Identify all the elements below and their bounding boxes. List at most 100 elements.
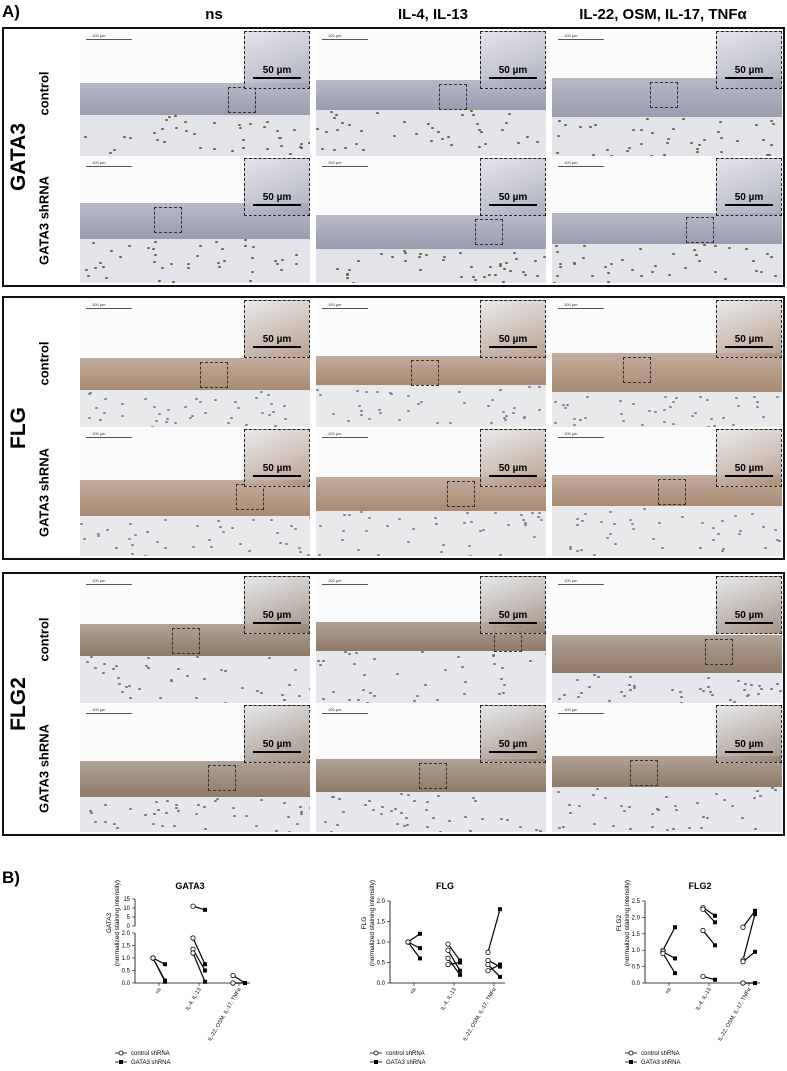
gata3-point [418,946,422,951]
panel-a-micrographs: GATA3 control 100 µm 50 µm 100 µm 50 µm 100 µm… [2,27,785,836]
gata3-point [418,931,422,936]
marker-label-flg: FLG [7,407,30,449]
region-of-interest-box [419,762,448,789]
pair-line [487,964,501,978]
column-header-il4-il13: IL-4, IL-13 [397,6,468,23]
inset-scale-label: 50 µm [262,192,292,203]
y-tick-label: 1.0 [632,948,641,954]
gata3-point [498,907,502,912]
legend-label-control: control shRNA [386,1051,425,1057]
magnified-inset: 50 µm [716,300,782,358]
x-tick-label: IL-4, IL-13 [185,987,203,1012]
y-axis-label: FLG [361,917,368,930]
micrograph: 100 µm 50 µm [80,576,310,703]
row-label-control: control [36,340,52,386]
micrograph: 100 µm 50 µm [552,31,782,156]
control-point [445,947,451,953]
gata3-point [673,925,677,930]
pair-line [447,949,461,972]
x-tick-label: ns [665,987,673,995]
inset-scale-label: 50 µm [262,463,292,474]
region-of-interest-box [622,357,651,384]
x-tick-label: IL-4, IL-13 [440,987,458,1012]
pair-line [152,957,166,983]
column-header-il22-osm-il17-tnfa: IL-22, OSM, IL-17, TNFα [579,6,747,23]
gata3-point [458,968,462,973]
control-point [740,959,746,965]
marker-label-gata3: GATA3 [7,122,30,192]
magnified-inset: 50 µm [480,158,546,216]
gata3-point [243,981,247,985]
gata3-point [498,964,502,969]
y-tick-label: 0.0 [122,981,131,987]
control-point [740,924,746,930]
region-of-interest-box [411,359,440,386]
legend-marker-control [373,1050,379,1056]
y-tick-label: 0.5 [632,965,641,971]
inset-scale-label: 50 µm [262,610,292,621]
y-tick-label: 0.5 [122,969,131,975]
legend-marker-control [628,1050,634,1056]
column-header-ns: ns [205,6,223,23]
panel-b-label: B) [2,868,20,887]
y-axis-label-unit: (normalized staining intensity) [369,880,376,966]
legend-marker-gata3 [629,1060,633,1064]
control-point [150,955,156,961]
micrograph: 100 µm 50 µm [316,300,546,427]
region-of-interest-box [658,478,687,505]
inset-scale-label: 50 µm [734,739,764,750]
control-point [485,961,491,968]
control-point [700,973,706,980]
gata3-point [163,979,167,984]
control-point [700,906,706,912]
control-point [740,980,746,986]
legend-label-gata3: GATA3 shRNA [386,1060,425,1066]
region-of-interest-box [686,216,715,243]
micrograph: 100 µm 50 µm [80,158,310,283]
row-label-control: control [36,70,52,116]
y-tick-label: 15 [123,897,130,903]
control-point [190,950,196,956]
x-tick-label: ns [155,987,163,995]
gata3-point [458,960,462,965]
legend-label-gata3: GATA3 shRNA [641,1060,680,1066]
magnified-inset: 50 µm [480,429,546,487]
gata3-point [713,977,717,982]
row-label-control: control [36,616,52,662]
control-point [230,980,236,986]
control-point [230,972,236,979]
y-tick-label: 2.0 [122,931,131,937]
pair-line [407,941,421,959]
pair-line [192,937,206,965]
micrograph: 100 µm 50 µm [80,31,310,156]
y-tick-label: 1.0 [122,956,131,962]
inset-scale-label: 50 µm [498,334,528,345]
pair-line [487,909,501,953]
y-tick-label: 2.0 [632,915,641,921]
pair-line [447,958,461,976]
micrograph: 100 µm 50 µm [552,705,782,832]
y-tick-label: 2.0 [377,899,386,905]
micrograph: 100 µm 50 µm [316,576,546,703]
legend-marker-gata3 [119,1060,123,1064]
gata3-point [673,971,677,976]
inset-scale-label: 50 µm [262,739,292,750]
panel-a-label: A) [2,2,20,21]
control-point [485,968,491,974]
y-tick-label: 0 [127,924,131,930]
control-point [660,950,666,957]
legend-marker-control [118,1050,124,1056]
control-point [445,941,451,947]
micrograph: 100 µm 50 µm [316,158,546,283]
pair-line [662,953,676,974]
magnified-inset: 50 µm [244,429,310,487]
group-box-flg [2,296,785,560]
inset-scale-label: 50 µm [262,334,292,345]
region-of-interest-box [208,765,236,792]
gata3-point [713,943,717,948]
row-label-gata3-shrna: GATA3 shRNA [36,447,52,537]
inset-scale-label: 50 µm [498,463,528,474]
region-of-interest-box [235,483,264,510]
inset-scale-label: 50 µm [734,65,764,76]
